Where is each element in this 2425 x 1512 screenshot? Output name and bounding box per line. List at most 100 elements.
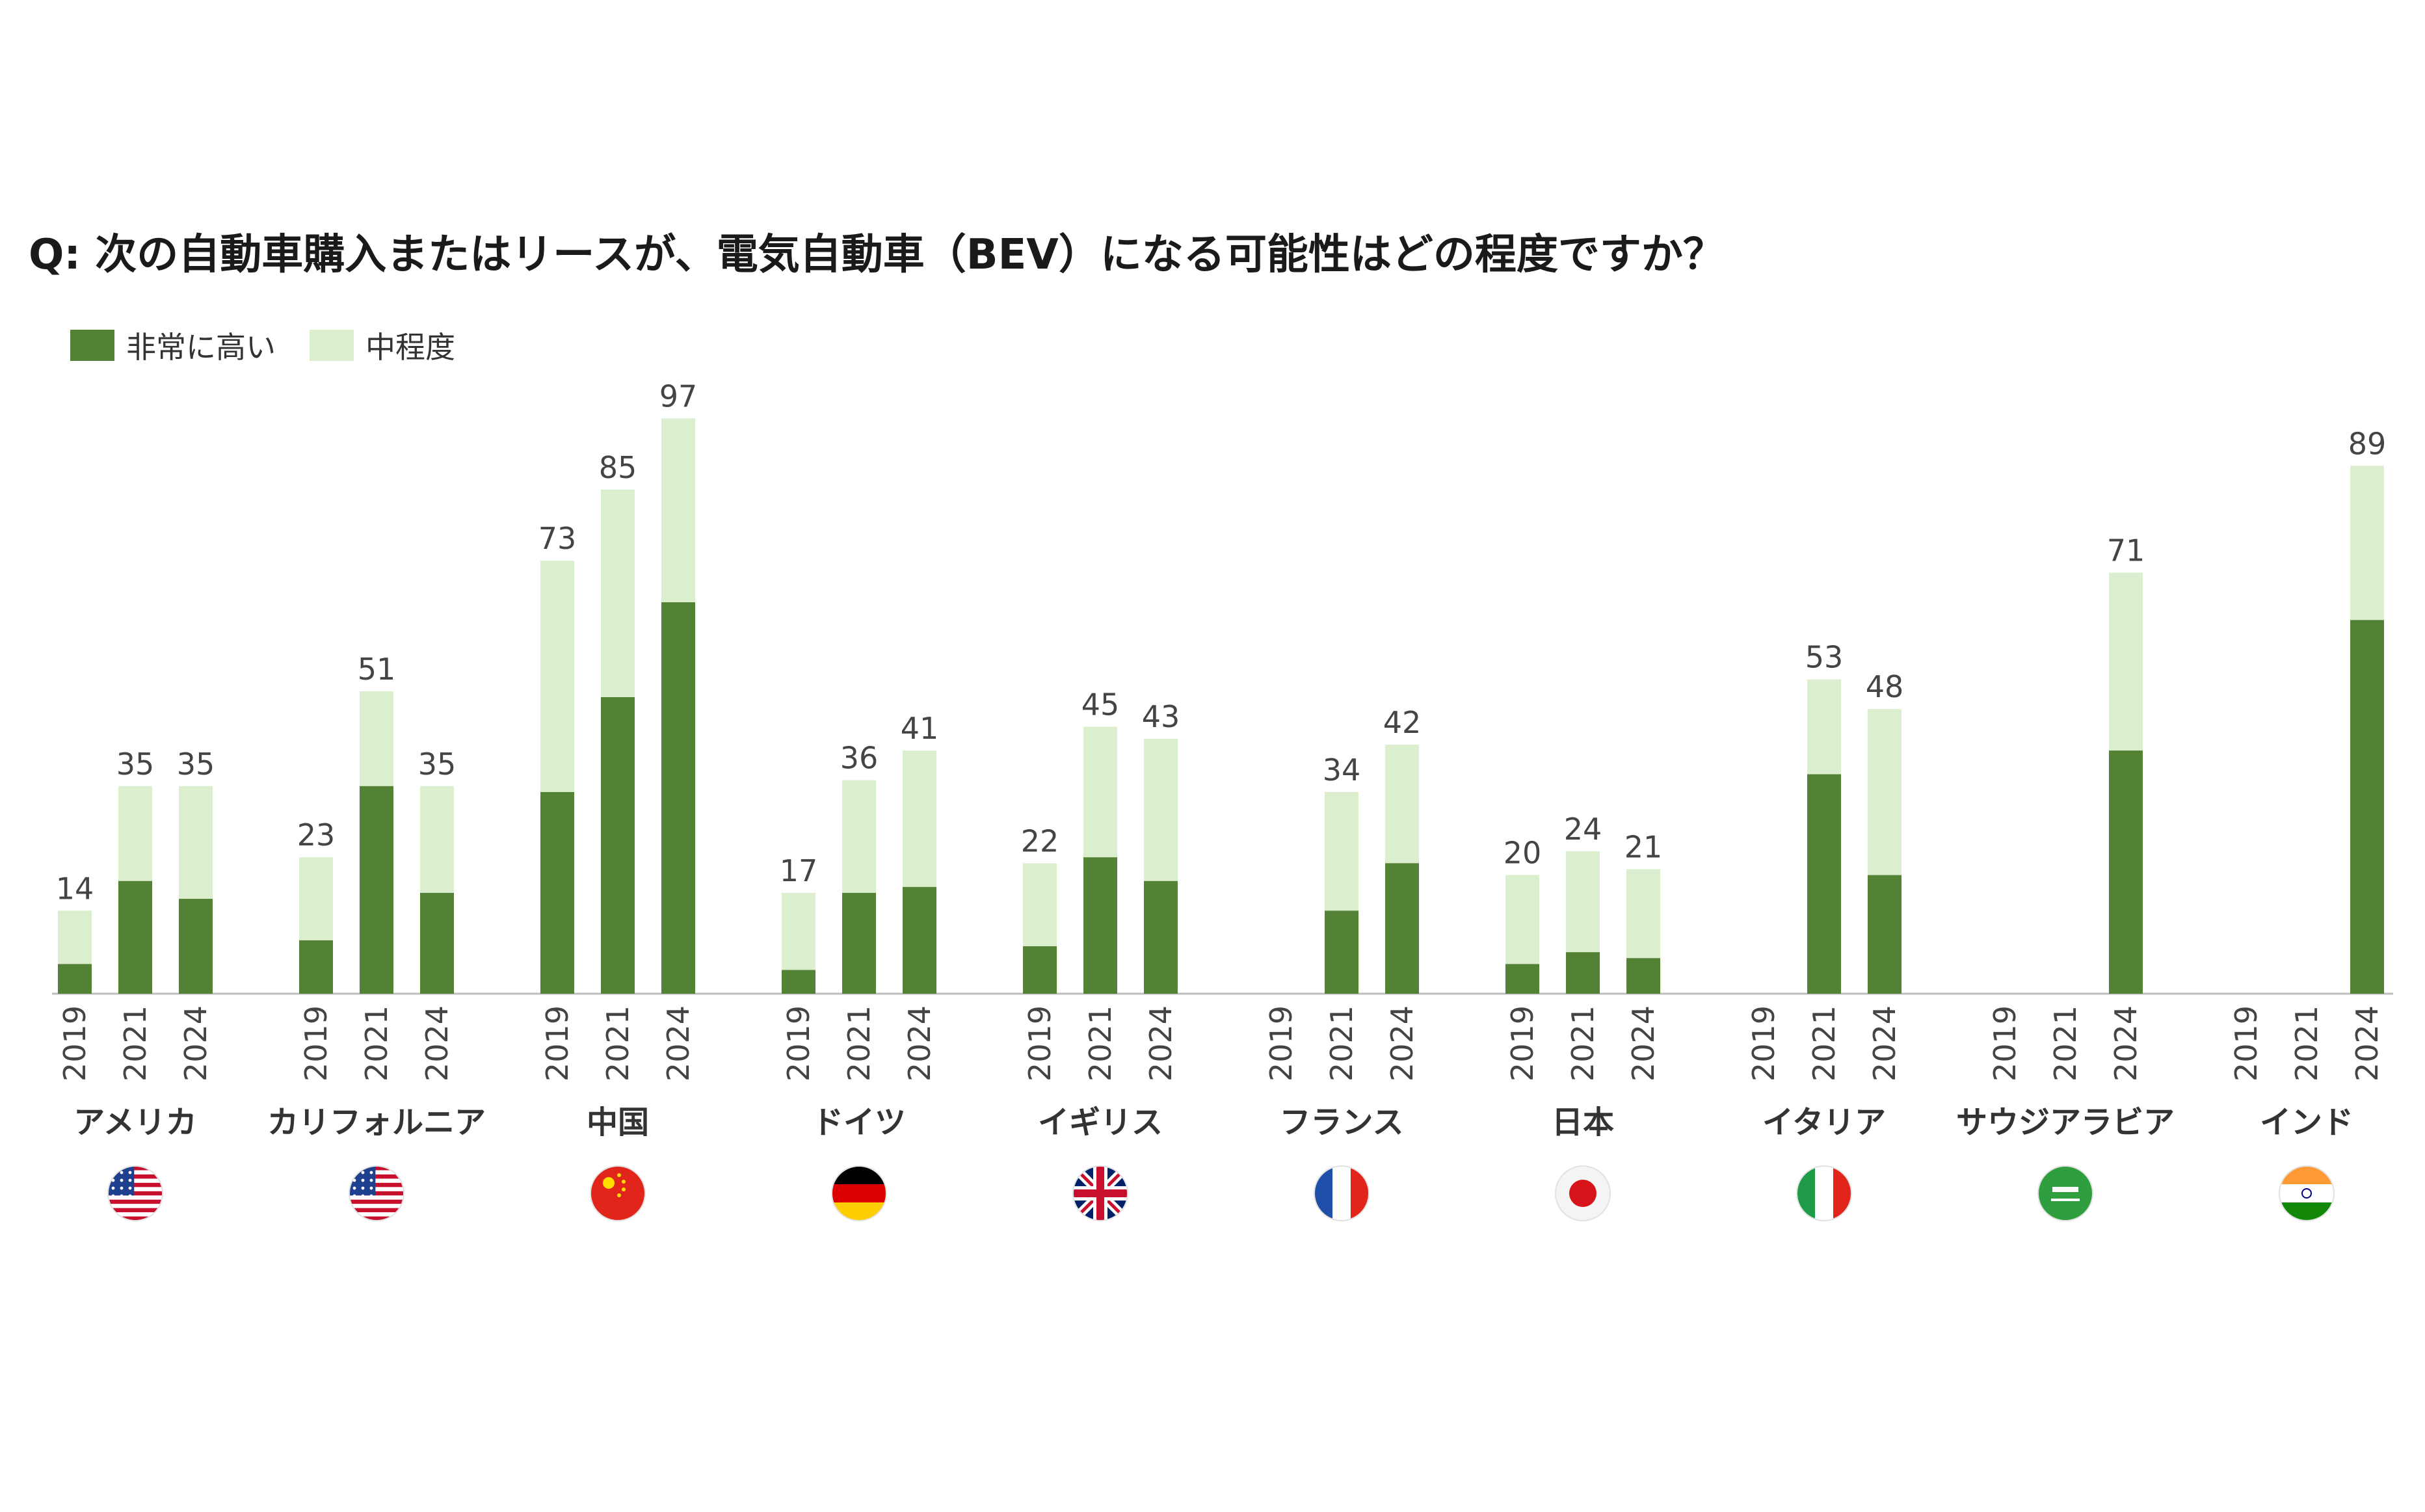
saudi-flag-icon bbox=[2038, 1166, 2093, 1221]
category-label: フランス bbox=[1279, 1104, 1403, 1141]
bar-high bbox=[1505, 964, 1539, 994]
data-label: 23 bbox=[297, 817, 336, 853]
china-flag-icon bbox=[590, 1166, 645, 1221]
data-label: 73 bbox=[538, 521, 577, 556]
bar-high bbox=[1023, 946, 1057, 994]
bar-medium bbox=[903, 750, 936, 887]
bar-medium bbox=[179, 786, 213, 899]
data-label: 20 bbox=[1504, 836, 1542, 871]
x-tick-label: 2019 bbox=[298, 1005, 334, 1081]
x-tick-label: 2024 bbox=[661, 1005, 696, 1081]
bar-high bbox=[1868, 875, 1902, 994]
legend-label-medium: 中程度 bbox=[365, 330, 455, 365]
x-tick-label: 2019 bbox=[2229, 1005, 2264, 1081]
bar-high bbox=[118, 881, 152, 994]
data-label: 35 bbox=[418, 747, 457, 782]
x-tick-label: 2019 bbox=[781, 1005, 816, 1081]
x-tick-label: 2021 bbox=[2048, 1005, 2083, 1081]
category-label: 日本 bbox=[1552, 1104, 1614, 1141]
bar-high bbox=[661, 602, 695, 994]
bar-high bbox=[1144, 881, 1178, 994]
bar-medium bbox=[1385, 744, 1419, 864]
bar-high bbox=[2109, 750, 2143, 994]
legend-item-medium: 中程度 bbox=[310, 324, 455, 367]
category-label: イギリス bbox=[1038, 1104, 1163, 1141]
bar-medium bbox=[1505, 875, 1539, 964]
x-tick-label: 2019 bbox=[1505, 1005, 1540, 1081]
data-label: 97 bbox=[659, 378, 698, 414]
x-tick-label: 2024 bbox=[2108, 1005, 2143, 1081]
bar-high bbox=[540, 791, 574, 994]
data-label: 35 bbox=[116, 747, 155, 782]
bar-high bbox=[1626, 958, 1660, 994]
flag-outline bbox=[590, 1165, 646, 1221]
data-label: 36 bbox=[840, 741, 879, 776]
x-tick-label: 2021 bbox=[2289, 1005, 2324, 1081]
bar-medium bbox=[1023, 863, 1057, 947]
category-label: イタリア bbox=[1762, 1104, 1886, 1141]
data-label: 71 bbox=[2107, 533, 2145, 568]
x-tick-label: 2019 bbox=[1022, 1005, 1057, 1081]
bar-medium bbox=[58, 910, 92, 964]
bar-medium bbox=[360, 691, 393, 786]
x-tick-label: 2019 bbox=[57, 1005, 92, 1081]
bar-high bbox=[842, 892, 876, 994]
x-tick-label: 2024 bbox=[1626, 1005, 1661, 1081]
bar-medium bbox=[540, 561, 574, 792]
bar-high bbox=[179, 899, 213, 994]
category-label: サウジアラビア bbox=[1956, 1104, 2175, 1141]
data-label: 21 bbox=[1624, 829, 1663, 864]
legend-swatch-medium bbox=[310, 330, 354, 361]
bar-high bbox=[360, 786, 393, 994]
chart-title: Q: 次の自動車購入またはリースが、電気自動車（BEV）になる可能性はどの程度で… bbox=[29, 231, 1725, 279]
data-label: 51 bbox=[358, 652, 396, 687]
x-tick-label: 2021 bbox=[1083, 1005, 1118, 1081]
data-label: 53 bbox=[1805, 640, 1844, 675]
bar-high bbox=[1807, 774, 1841, 994]
category-label: カリフォルニア bbox=[267, 1104, 486, 1141]
usa-flag-icon bbox=[108, 1166, 163, 1221]
bar-high bbox=[1325, 910, 1358, 994]
bar-medium bbox=[1566, 851, 1600, 953]
category-label: インド bbox=[2260, 1104, 2353, 1141]
flag-outline bbox=[2037, 1165, 2093, 1221]
x-tick-label: 2024 bbox=[1385, 1005, 1420, 1081]
flag-outline bbox=[2279, 1165, 2335, 1221]
bar-high bbox=[1385, 863, 1419, 994]
flag-outline bbox=[1796, 1165, 1852, 1221]
data-label: 34 bbox=[1323, 752, 1361, 788]
data-label: 14 bbox=[56, 871, 94, 906]
bar-medium bbox=[2350, 466, 2384, 620]
data-label: 85 bbox=[599, 450, 637, 485]
flag-outline bbox=[107, 1165, 163, 1221]
flag-outline bbox=[1314, 1165, 1370, 1221]
bar-high bbox=[903, 886, 936, 994]
legend: 非常に高い 中程度 bbox=[70, 324, 489, 367]
bar-medium bbox=[1325, 791, 1358, 911]
bar-medium bbox=[1626, 869, 1660, 959]
x-tick-label: 2019 bbox=[540, 1005, 575, 1081]
bar-high bbox=[601, 697, 635, 994]
data-label: 22 bbox=[1021, 823, 1059, 858]
data-label: 89 bbox=[2348, 426, 2387, 461]
data-label: 48 bbox=[1866, 669, 1904, 704]
x-tick-label: 2021 bbox=[118, 1005, 153, 1081]
data-label: 17 bbox=[780, 853, 818, 888]
uk-flag-icon bbox=[1073, 1166, 1128, 1221]
bar-high bbox=[2350, 620, 2384, 994]
bar-high bbox=[1566, 952, 1600, 994]
category-label: アメリカ bbox=[73, 1104, 197, 1141]
category-label: 中国 bbox=[587, 1104, 649, 1141]
x-tick-label: 2021 bbox=[841, 1005, 877, 1081]
bar-medium bbox=[782, 892, 815, 970]
flag-outline bbox=[1072, 1165, 1128, 1221]
x-tick-label: 2021 bbox=[1324, 1005, 1359, 1081]
flag-outline bbox=[349, 1165, 404, 1221]
bar-medium bbox=[661, 418, 695, 603]
data-label: 41 bbox=[901, 711, 939, 746]
bar-medium bbox=[1807, 679, 1841, 775]
x-tick-label: 2024 bbox=[2350, 1005, 2385, 1081]
x-tick-label: 2021 bbox=[1807, 1005, 1842, 1081]
bar-medium bbox=[1868, 709, 1902, 875]
